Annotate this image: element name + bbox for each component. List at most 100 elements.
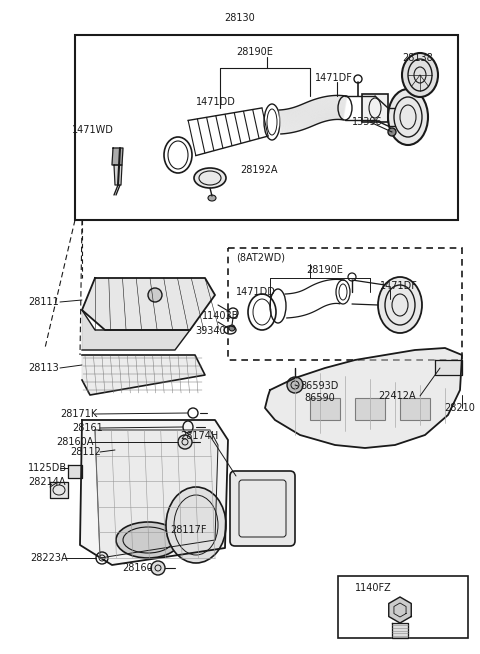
Text: 28112: 28112 xyxy=(70,447,101,457)
Polygon shape xyxy=(307,102,317,124)
Polygon shape xyxy=(283,109,288,133)
Text: 28190E: 28190E xyxy=(306,265,343,275)
Polygon shape xyxy=(327,96,332,120)
Polygon shape xyxy=(318,98,326,122)
Text: 1471DF: 1471DF xyxy=(315,73,353,83)
Polygon shape xyxy=(289,109,296,132)
Text: 28111: 28111 xyxy=(28,297,59,307)
Polygon shape xyxy=(342,96,347,120)
Text: 28214A: 28214A xyxy=(28,477,65,487)
Polygon shape xyxy=(340,95,343,120)
Polygon shape xyxy=(298,105,308,128)
Polygon shape xyxy=(324,97,330,120)
Polygon shape xyxy=(321,97,327,121)
Text: 28113: 28113 xyxy=(28,363,59,373)
Polygon shape xyxy=(280,110,284,134)
Text: 28138: 28138 xyxy=(402,53,433,63)
Text: 39340: 39340 xyxy=(195,326,226,336)
Polygon shape xyxy=(317,98,325,122)
Bar xyxy=(310,398,340,420)
Polygon shape xyxy=(339,95,342,120)
Polygon shape xyxy=(294,107,303,130)
Polygon shape xyxy=(295,107,304,129)
Ellipse shape xyxy=(194,168,226,188)
Polygon shape xyxy=(315,99,323,122)
FancyBboxPatch shape xyxy=(230,471,295,546)
Ellipse shape xyxy=(378,277,422,333)
Bar xyxy=(355,398,385,420)
Polygon shape xyxy=(301,105,311,127)
Text: 1471WD: 1471WD xyxy=(72,125,114,135)
Polygon shape xyxy=(325,96,331,120)
Polygon shape xyxy=(435,360,462,375)
Polygon shape xyxy=(306,102,316,125)
Polygon shape xyxy=(296,106,305,129)
Text: 1471DF: 1471DF xyxy=(380,281,418,291)
Polygon shape xyxy=(265,348,462,448)
Polygon shape xyxy=(328,96,333,120)
Polygon shape xyxy=(313,99,322,122)
Polygon shape xyxy=(312,100,322,123)
Polygon shape xyxy=(95,430,218,558)
Polygon shape xyxy=(82,278,215,330)
Polygon shape xyxy=(337,95,338,120)
Text: 1471DD: 1471DD xyxy=(196,97,236,107)
Polygon shape xyxy=(338,95,340,120)
Text: 13396: 13396 xyxy=(352,117,383,127)
Polygon shape xyxy=(114,165,122,185)
Text: 28192A: 28192A xyxy=(240,165,277,175)
Bar xyxy=(338,576,468,638)
Text: 28174H: 28174H xyxy=(180,431,218,441)
Polygon shape xyxy=(310,101,320,124)
Polygon shape xyxy=(332,95,335,120)
Text: 28190E: 28190E xyxy=(237,47,274,57)
Polygon shape xyxy=(286,109,291,133)
Polygon shape xyxy=(293,107,301,131)
Ellipse shape xyxy=(388,89,428,145)
Text: 1140FZ: 1140FZ xyxy=(355,583,392,593)
Polygon shape xyxy=(338,95,339,120)
Polygon shape xyxy=(279,110,283,134)
Polygon shape xyxy=(285,109,289,133)
Polygon shape xyxy=(287,109,293,133)
Polygon shape xyxy=(303,103,313,126)
Ellipse shape xyxy=(229,325,235,331)
Polygon shape xyxy=(304,103,314,126)
Polygon shape xyxy=(300,105,310,128)
Polygon shape xyxy=(322,97,328,121)
Text: 28171K: 28171K xyxy=(60,409,97,419)
Bar xyxy=(400,398,430,420)
Ellipse shape xyxy=(388,128,396,136)
Polygon shape xyxy=(323,97,329,120)
Ellipse shape xyxy=(287,377,303,393)
Text: 28223A: 28223A xyxy=(30,553,68,563)
Text: 1471DD: 1471DD xyxy=(236,287,276,297)
Bar xyxy=(228,248,462,360)
Polygon shape xyxy=(299,105,309,128)
Ellipse shape xyxy=(208,195,216,201)
Polygon shape xyxy=(389,597,411,623)
Bar xyxy=(362,94,388,122)
Polygon shape xyxy=(50,482,68,498)
Polygon shape xyxy=(309,101,319,124)
Text: (8AT2WD): (8AT2WD) xyxy=(236,252,285,262)
Polygon shape xyxy=(308,101,318,124)
Polygon shape xyxy=(305,103,315,126)
Text: 22412A: 22412A xyxy=(378,391,416,401)
Text: 11403B: 11403B xyxy=(202,311,240,321)
Polygon shape xyxy=(333,95,336,120)
Text: 28117F: 28117F xyxy=(170,525,206,535)
Bar xyxy=(75,35,458,220)
Text: 28161: 28161 xyxy=(72,423,103,433)
Ellipse shape xyxy=(402,53,438,97)
Polygon shape xyxy=(112,148,123,165)
Polygon shape xyxy=(297,106,307,129)
Polygon shape xyxy=(80,420,228,565)
Ellipse shape xyxy=(151,561,165,575)
Text: 1125DB: 1125DB xyxy=(28,463,67,473)
Polygon shape xyxy=(316,99,324,122)
Polygon shape xyxy=(341,96,346,120)
Text: 28160: 28160 xyxy=(122,563,153,573)
Polygon shape xyxy=(302,104,312,126)
Polygon shape xyxy=(312,100,321,123)
